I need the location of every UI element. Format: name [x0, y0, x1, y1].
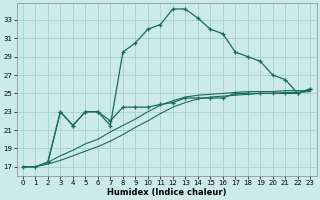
X-axis label: Humidex (Indice chaleur): Humidex (Indice chaleur): [107, 188, 226, 197]
